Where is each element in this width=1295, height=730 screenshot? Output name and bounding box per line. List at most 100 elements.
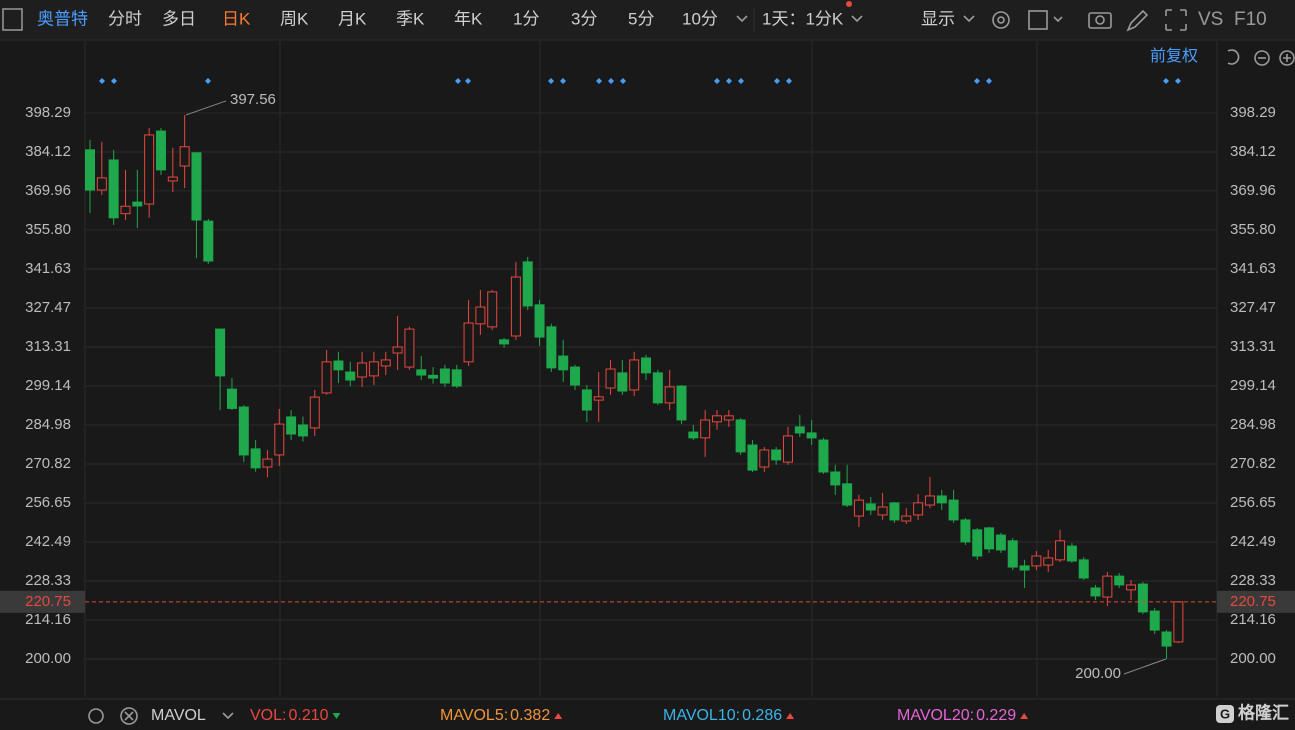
indicator-label: VOL: bbox=[250, 707, 286, 724]
layout-icon[interactable] bbox=[1028, 10, 1048, 30]
indicator-name[interactable]: MAVOL bbox=[151, 707, 206, 724]
candle-body bbox=[782, 435, 793, 463]
period-tab[interactable]: 3分 bbox=[571, 9, 597, 28]
candle-body bbox=[404, 328, 415, 368]
indicator-value: 0.229 bbox=[976, 707, 1016, 724]
draw-icon[interactable] bbox=[1126, 9, 1149, 32]
watermark-logo-g: G bbox=[1220, 706, 1230, 721]
signal-marker bbox=[986, 78, 992, 84]
y-tick-label: 299.14 bbox=[25, 377, 71, 394]
layout-chevron bbox=[1053, 16, 1063, 23]
candle-body bbox=[948, 499, 959, 521]
y-tick-label: 398.29 bbox=[25, 104, 71, 121]
signal-marker bbox=[465, 78, 471, 84]
y-tick-label: 341.63 bbox=[25, 260, 71, 277]
candle-body bbox=[735, 419, 746, 453]
candle-body bbox=[522, 261, 533, 307]
trend-arrow bbox=[786, 713, 795, 719]
vs-button[interactable]: VS bbox=[1198, 9, 1223, 30]
candle-body bbox=[1102, 575, 1113, 598]
candle-body bbox=[463, 322, 474, 363]
candle-body bbox=[144, 134, 155, 205]
adjust-mode[interactable]: 前复权 bbox=[1150, 47, 1198, 65]
indicator-label: MAVOL10: bbox=[663, 707, 740, 724]
y-tick-label-right: 369.96 bbox=[1230, 182, 1276, 199]
candle-body bbox=[688, 431, 699, 439]
period-tab[interactable]: 年K bbox=[454, 9, 483, 28]
zoom-in-icon[interactable] bbox=[1279, 50, 1295, 66]
candle-body bbox=[321, 361, 332, 394]
indicator-settings[interactable] bbox=[88, 708, 104, 724]
period-tab[interactable]: 季K bbox=[396, 9, 425, 28]
y-tick-label-right: 341.63 bbox=[1230, 260, 1276, 277]
last-price-box bbox=[0, 590, 85, 613]
signal-marker bbox=[1163, 78, 1169, 84]
period-tab[interactable]: 分时 bbox=[108, 9, 142, 28]
candle-body bbox=[1019, 565, 1030, 571]
signal-marker bbox=[714, 78, 720, 84]
y-tick-label-right: 327.47 bbox=[1230, 299, 1276, 316]
signal-marker bbox=[560, 78, 566, 84]
signal-marker bbox=[99, 78, 105, 84]
f10-button[interactable]: F10 bbox=[1234, 9, 1267, 30]
candle-body bbox=[487, 291, 498, 328]
trend-arrow bbox=[1020, 713, 1029, 719]
last-price-label-right: 220.75 bbox=[1230, 593, 1276, 610]
period-tab[interactable]: 周K bbox=[280, 9, 309, 28]
settings-icon[interactable] bbox=[992, 11, 1010, 29]
candle-body bbox=[913, 502, 924, 516]
signal-marker bbox=[205, 78, 211, 84]
candle-body bbox=[357, 362, 368, 378]
min-leader bbox=[1123, 658, 1167, 675]
interval-chevron bbox=[851, 15, 863, 23]
fullscreen-icon[interactable] bbox=[1165, 9, 1187, 31]
panel-toggle[interactable] bbox=[2, 8, 23, 31]
camera-icon[interactable] bbox=[1088, 12, 1112, 29]
candle-body bbox=[972, 529, 983, 557]
indicator-chevron bbox=[222, 712, 234, 720]
candle-body bbox=[345, 371, 356, 381]
candle-body bbox=[652, 372, 663, 404]
period-tab[interactable]: 月K bbox=[338, 9, 367, 28]
camera-lens bbox=[1095, 15, 1105, 25]
display-menu[interactable]: 显示 bbox=[921, 9, 955, 28]
candle-body bbox=[250, 448, 261, 469]
period-tab[interactable]: 日K bbox=[222, 9, 251, 28]
signal-marker bbox=[1175, 78, 1181, 84]
period-tab[interactable]: 1分 bbox=[513, 9, 539, 28]
candle-body bbox=[167, 176, 178, 182]
period-tab[interactable]: 10分 bbox=[682, 9, 718, 28]
y-tick-label: 355.80 bbox=[25, 221, 71, 238]
candle-body bbox=[1007, 540, 1018, 568]
more-periods[interactable] bbox=[736, 15, 748, 23]
y-tick-label-right: 270.82 bbox=[1230, 455, 1276, 472]
candle-body bbox=[274, 423, 285, 456]
indicator-label: MAVOL5: bbox=[440, 707, 508, 724]
y-tick-label: 242.49 bbox=[25, 533, 71, 550]
period-tab[interactable]: 多日 bbox=[162, 9, 196, 28]
candle-body bbox=[1055, 540, 1066, 561]
candle-body bbox=[723, 415, 734, 421]
zoom-out-icon[interactable] bbox=[1254, 50, 1270, 66]
interval-select[interactable]: 1天：1分K bbox=[762, 9, 844, 28]
candle-body bbox=[392, 346, 403, 354]
y-tick-label-right: 384.12 bbox=[1230, 143, 1276, 160]
candle-body bbox=[794, 426, 805, 434]
candle-body bbox=[1137, 583, 1148, 613]
y-tick-label: 256.65 bbox=[25, 494, 71, 511]
signal-marker bbox=[786, 78, 792, 84]
candle-body bbox=[558, 355, 569, 371]
indicator-close[interactable] bbox=[120, 707, 138, 725]
candle-body bbox=[475, 306, 486, 325]
y-tick-label: 228.33 bbox=[25, 572, 71, 589]
candle-body bbox=[428, 374, 439, 379]
candle-body bbox=[108, 159, 119, 219]
candle-body bbox=[759, 449, 770, 468]
period-tab[interactable]: 5分 bbox=[628, 9, 654, 28]
undo-icon[interactable] bbox=[1227, 49, 1240, 65]
y-tick-label: 214.16 bbox=[25, 611, 71, 628]
settings-icon-core bbox=[997, 16, 1005, 24]
stock-name[interactable]: 奥普特 bbox=[37, 9, 88, 28]
candle-body bbox=[191, 152, 202, 221]
y-tick-label: 270.82 bbox=[25, 455, 71, 472]
